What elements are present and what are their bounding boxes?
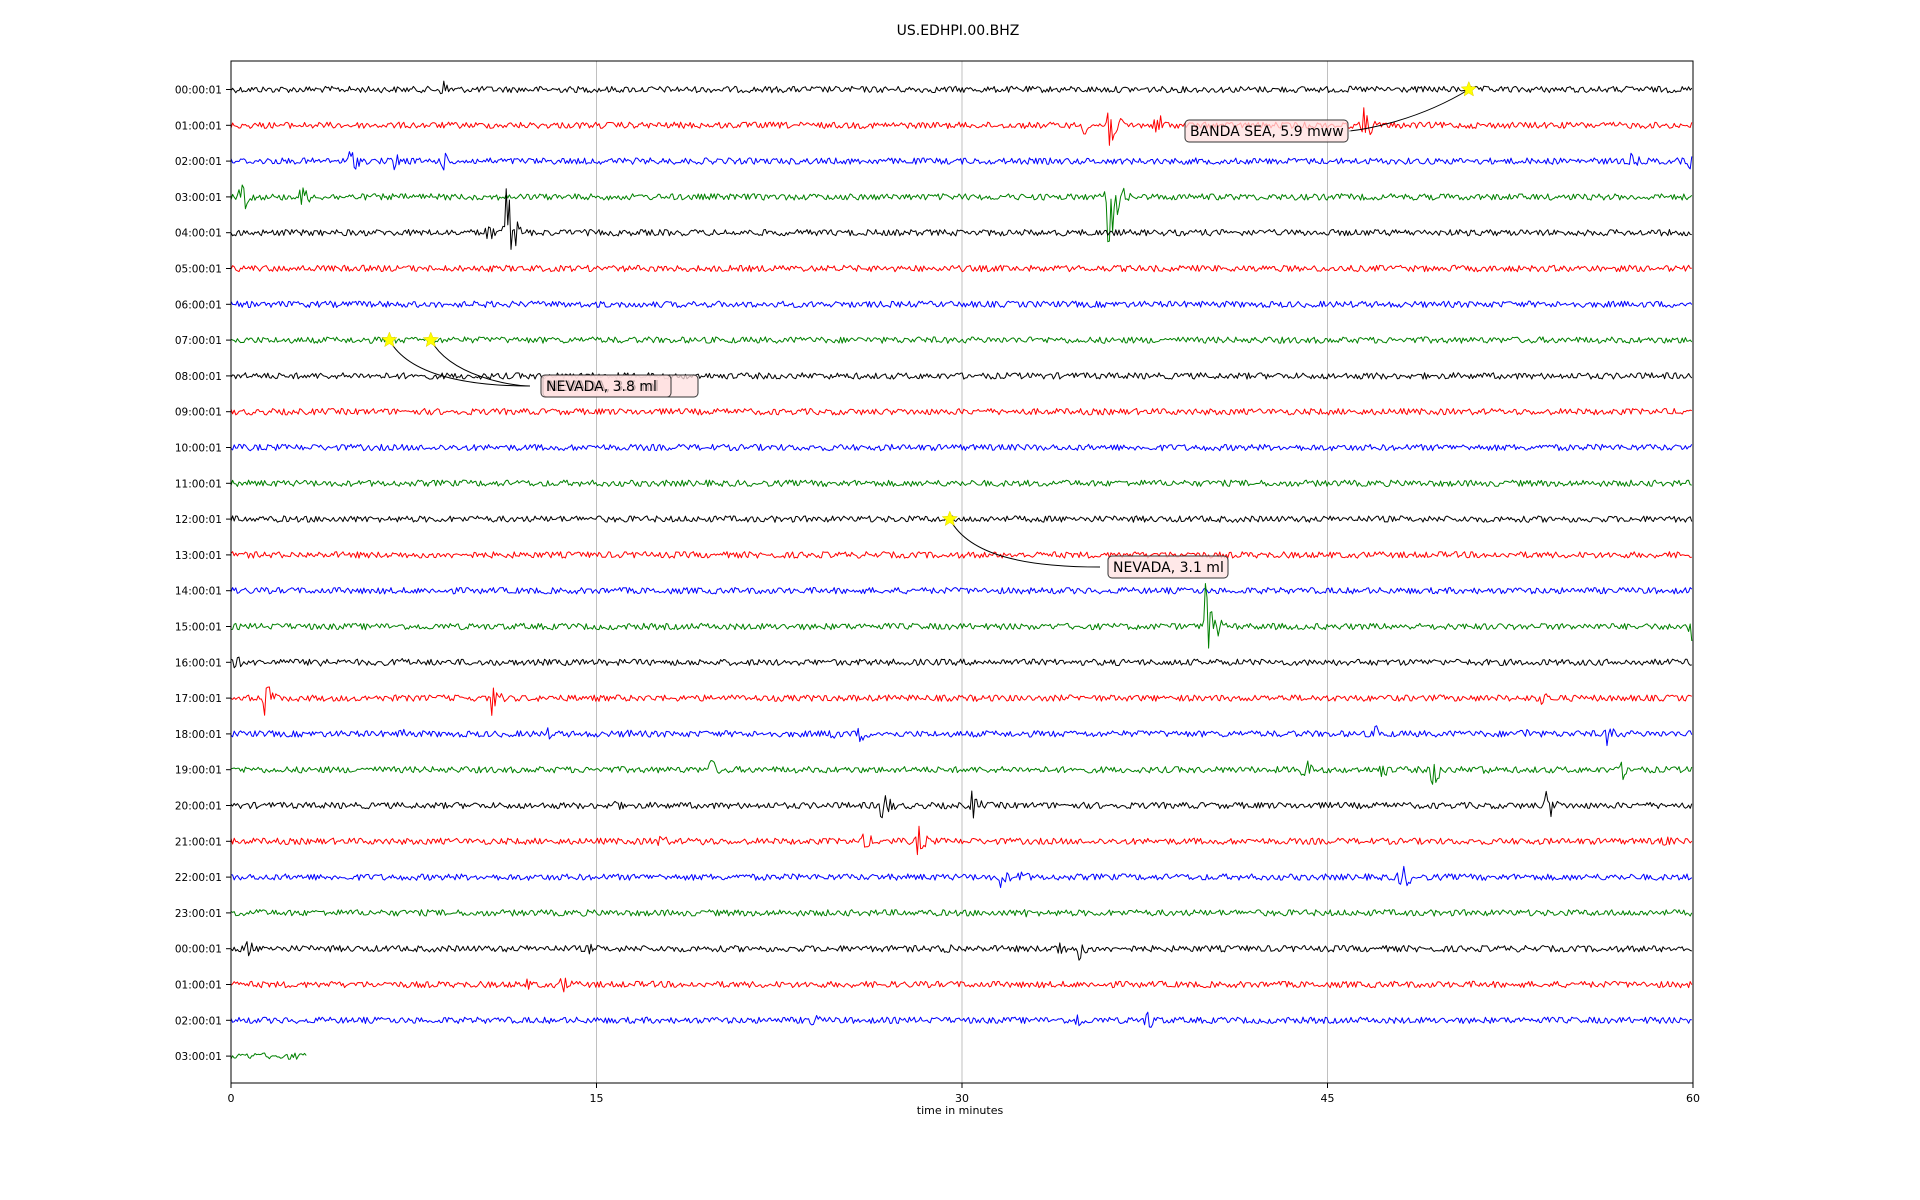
trace-row <box>230 107 1693 146</box>
trace-row <box>230 184 1693 243</box>
y-tick-label: 21:00:01 <box>175 836 222 848</box>
y-tick-label: 07:00:01 <box>175 335 222 347</box>
trace-row <box>230 151 1693 171</box>
trace-row <box>230 725 1693 747</box>
event-annotation: NEVADA, 3.8 ml <box>540 374 672 398</box>
trace-layer <box>230 80 1693 1060</box>
x-tick-label: 45 <box>1321 1092 1335 1105</box>
trace-row <box>230 825 1693 856</box>
y-tick-label: 10:00:01 <box>175 443 222 455</box>
y-tick-label: 01:00:01 <box>175 980 222 992</box>
event-connector <box>388 339 531 387</box>
trace-row <box>230 408 1692 416</box>
trace-row <box>230 300 1693 308</box>
event-label: NEVADA, 3.8 ml <box>546 379 657 395</box>
y-tick-label: 02:00:01 <box>175 1015 222 1027</box>
y-tick-labels: 00:00:01 01:00:01 02:00:01 03:00:01 04:00:01… <box>175 85 231 1063</box>
event-star-marker <box>422 331 440 348</box>
y-tick-label: 17:00:01 <box>175 693 222 705</box>
trace-row <box>230 656 1692 669</box>
event-label: NEVADA, 3.1 ml <box>1113 560 1224 576</box>
x-axis-label: time in minutes <box>917 1104 1004 1117</box>
trace-row <box>230 443 1693 452</box>
y-tick-label: 16:00:01 <box>175 657 222 669</box>
event-connector <box>949 518 1101 568</box>
trace-row <box>230 941 1692 961</box>
event-star-marker <box>381 331 398 348</box>
y-tick-label: 06:00:01 <box>175 299 222 311</box>
trace-row <box>230 264 1692 273</box>
event-star-marker <box>941 510 959 527</box>
trace-row <box>230 515 1693 523</box>
event-annotation: BANDA SEA, 5.9 mww <box>1184 119 1349 143</box>
y-tick-label: 13:00:01 <box>175 550 222 562</box>
y-tick-label: 20:00:01 <box>175 801 222 813</box>
trace-row <box>230 1052 307 1060</box>
chart-title: US.EDHPI.00.BHZ <box>897 23 1020 39</box>
trace-row <box>230 80 1693 95</box>
trace-row <box>230 909 1693 918</box>
event-annotation: NEVADA, 3.1 ml <box>1107 555 1229 579</box>
event-star-marker <box>1460 80 1478 97</box>
trace-row <box>230 551 1692 559</box>
trace-row <box>230 865 1693 889</box>
x-tick-label: 15 <box>590 1092 604 1105</box>
trace-row <box>230 583 1693 649</box>
y-tick-label: 22:00:01 <box>175 872 222 884</box>
trace-row <box>230 188 1692 250</box>
y-tick-label: 04:00:01 <box>175 228 222 240</box>
y-tick-label: 05:00:01 <box>175 264 222 276</box>
trace-row <box>230 587 1693 595</box>
y-tick-label: 01:00:01 <box>175 120 222 132</box>
trace-row <box>230 760 1693 785</box>
y-tick-label: 00:00:01 <box>175 85 222 97</box>
y-tick-label: 11:00:01 <box>175 478 222 490</box>
y-tick-label: 18:00:01 <box>175 729 222 741</box>
x-tick-labels: 0 15 30 45 60 <box>228 1083 1700 1105</box>
y-tick-label: 15:00:01 <box>175 622 222 634</box>
y-tick-label: 14:00:01 <box>175 586 222 598</box>
event-connector <box>1349 89 1470 132</box>
y-tick-label: 03:00:01 <box>175 192 222 204</box>
trace-row <box>230 977 1693 993</box>
trace-row <box>230 790 1693 819</box>
y-tick-label: 02:00:01 <box>175 156 222 168</box>
trace-row <box>230 686 1693 716</box>
y-tick-label: 08:00:01 <box>175 371 222 383</box>
y-tick-label: 12:00:01 <box>175 514 222 526</box>
x-tick-label: 0 <box>228 1092 235 1105</box>
event-annotation-box <box>540 374 672 398</box>
y-tick-label: 03:00:01 <box>175 1051 222 1063</box>
event-connector <box>430 339 531 387</box>
y-tick-label: 23:00:01 <box>175 908 222 920</box>
trace-row <box>230 479 1692 487</box>
trace-row <box>230 336 1693 344</box>
trace-row <box>230 1011 1692 1028</box>
x-tick-label: 30 <box>955 1092 969 1105</box>
x-tick-label: 60 <box>1686 1092 1700 1105</box>
event-annotation-box <box>1184 119 1349 143</box>
event-annotation-box <box>1107 555 1229 579</box>
y-tick-label: 09:00:01 <box>175 407 222 419</box>
y-tick-label: 19:00:01 <box>175 765 222 777</box>
y-tick-label: 00:00:01 <box>175 944 222 956</box>
trace-row <box>230 372 1693 380</box>
event-label: BANDA SEA, 5.9 mww <box>1190 124 1344 140</box>
